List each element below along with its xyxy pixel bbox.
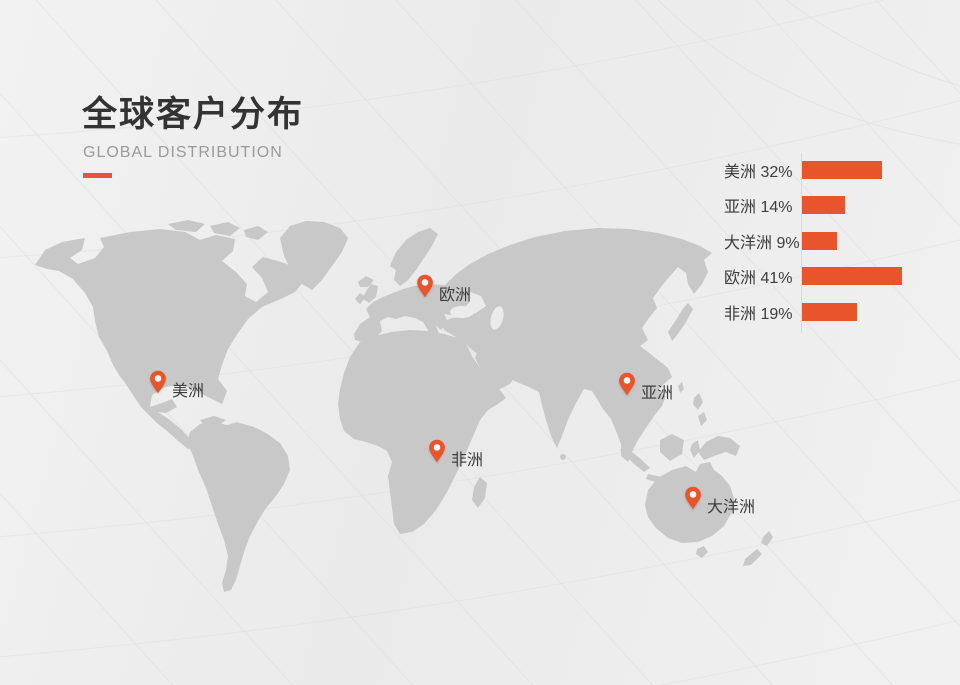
chart-bar [802,160,882,179]
philippines [693,393,707,426]
page-title: 全球客户分布 [82,95,305,134]
location-pin-icon [429,439,445,463]
map-pin-label: 美洲 [172,383,205,400]
chart-row: 非洲 19% [724,294,944,330]
chart-bar [802,196,845,215]
chart-label: 欧洲 41% [724,270,793,288]
greenland [280,221,348,290]
chart-label: 非洲 19% [724,305,793,323]
chart-row: 美洲 32% [724,152,944,188]
map-pin-oceania: 大洋洲 [684,486,755,516]
british-isles [355,284,378,304]
slide-header: 全球客户分布 GLOBAL DISTRIBUTION [82,95,305,179]
bar-chart-rows: 美洲 32% 亚洲 14% 大洋洲 9% 欧洲 41% 非洲 19% [724,152,944,330]
indonesia [620,434,700,486]
location-pin-icon [685,486,701,510]
accent-underline [83,173,112,179]
tasmania [696,546,708,558]
chart-row: 欧洲 41% [724,259,944,295]
chart-label: 大洋洲 9% [724,234,800,252]
page-subtitle: GLOBAL DISTRIBUTION [83,144,283,162]
map-pin-label: 欧洲 [439,287,472,304]
black-sea [450,306,474,318]
map-pin-asia: 亚洲 [618,372,673,402]
madagascar [472,477,487,508]
chart-bar [802,231,837,250]
map-pin-africa: 非洲 [428,439,483,469]
sri-lanka [560,454,566,460]
chart-label: 亚洲 14% [724,199,793,217]
chart-axis [801,153,802,333]
distribution-bar-chart: 美洲 32% 亚洲 14% 大洋洲 9% 欧洲 41% 非洲 19% [724,152,944,333]
continent-north-america [35,229,305,449]
caspian-sea [490,306,504,330]
new-zealand [743,531,773,566]
iceland [358,276,374,287]
map-pin-europe: 欧洲 [416,274,471,304]
location-pin-icon [619,372,635,396]
japan [668,303,693,341]
chart-row: 大洋洲 9% [724,223,944,259]
continent-south-america [187,421,290,592]
location-pin-icon [150,370,166,394]
scandinavia [390,228,438,286]
map-pin-americas: 美洲 [149,370,204,400]
continent-asia [442,228,712,462]
map-pin-label: 亚洲 [641,385,674,402]
chart-bar [802,302,857,321]
chart-label: 美洲 32% [724,163,793,181]
arctic-islands [168,220,268,240]
taiwan [678,382,684,393]
location-pin-icon [417,274,433,298]
continent-europe [354,284,470,342]
new-guinea [698,436,740,460]
map-pin-label: 大洋洲 [707,499,756,516]
continent-africa [338,330,506,534]
map-pin-label: 非洲 [451,452,484,469]
chart-bar [802,267,902,286]
chart-row: 亚洲 14% [724,188,944,224]
